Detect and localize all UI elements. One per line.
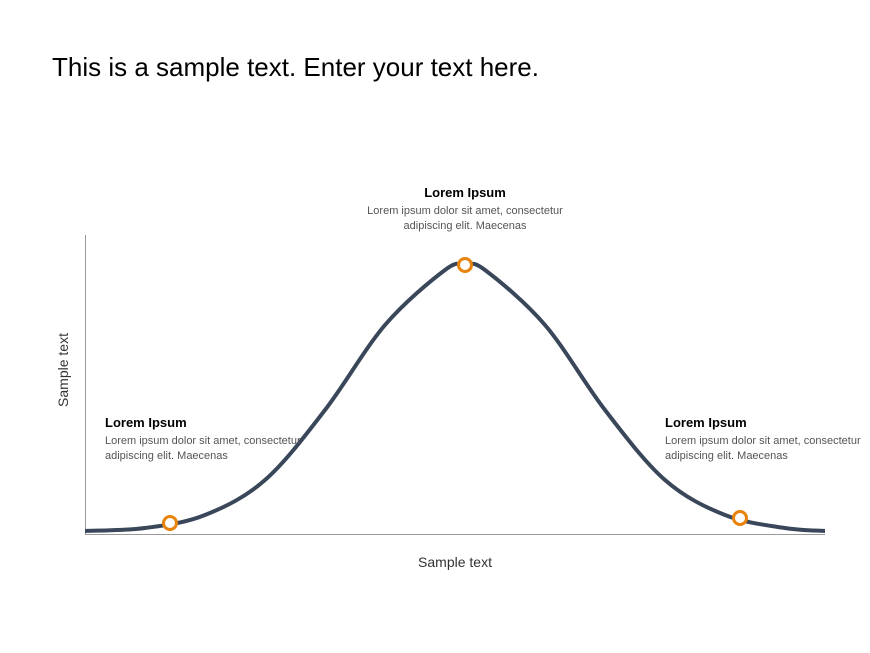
curve-marker-left (162, 515, 178, 531)
curve-path (85, 235, 825, 535)
curve-marker-peak (457, 257, 473, 273)
annotation-body: Lorem ipsum dolor sit amet, consectetur … (365, 204, 565, 235)
annotation-body: Lorem ipsum dolor sit amet, consectetur … (105, 434, 305, 465)
annotation-body: Lorem ipsum dolor sit amet, consectetur … (665, 434, 865, 465)
curve-marker-right (732, 510, 748, 526)
annotation-title: Lorem Ipsum (365, 185, 565, 200)
annotation-peak: Lorem Ipsum Lorem ipsum dolor sit amet, … (365, 185, 565, 235)
bell-curve-chart: Sample text (85, 235, 825, 535)
annotation-title: Lorem Ipsum (665, 415, 865, 430)
y-axis-label: Sample text (55, 333, 71, 407)
annotation-title: Lorem Ipsum (105, 415, 305, 430)
page-title: This is a sample text. Enter your text h… (52, 52, 539, 83)
annotation-left: Lorem Ipsum Lorem ipsum dolor sit amet, … (105, 415, 305, 465)
x-axis-label: Sample text (418, 554, 492, 570)
annotation-right: Lorem Ipsum Lorem ipsum dolor sit amet, … (665, 415, 865, 465)
